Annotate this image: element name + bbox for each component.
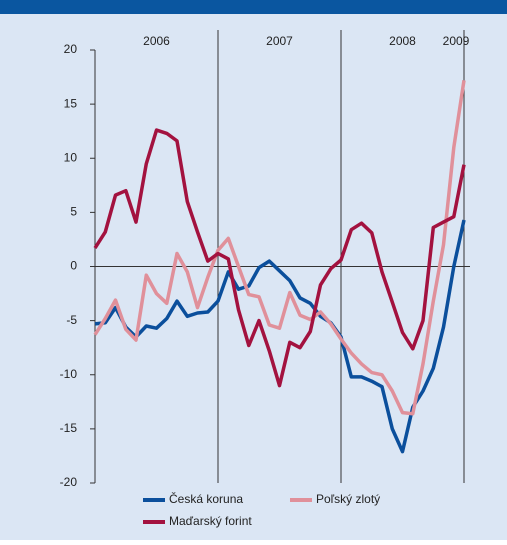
year-label: 2007 bbox=[266, 34, 293, 48]
year-label: 2006 bbox=[143, 34, 170, 48]
series-line bbox=[94, 219, 466, 454]
legend-label: Maďarský forint bbox=[169, 514, 252, 528]
series-line bbox=[93, 80, 466, 416]
y-tick-label: 5 bbox=[70, 205, 77, 219]
series-line bbox=[93, 128, 466, 388]
legend-label: Česká koruna bbox=[169, 491, 243, 506]
y-tick-label: -10 bbox=[60, 367, 78, 381]
header-band bbox=[0, 0, 507, 14]
year-label: 2008 bbox=[389, 34, 416, 48]
legend-label: Poľský zlotý bbox=[316, 492, 380, 506]
y-tick-label: 15 bbox=[64, 96, 78, 110]
y-tick-label: 0 bbox=[70, 259, 77, 273]
y-tick-label: 20 bbox=[64, 42, 78, 56]
y-tick-label: 10 bbox=[64, 150, 78, 164]
y-tick-label: -20 bbox=[60, 475, 78, 489]
y-tick-label: -15 bbox=[60, 421, 78, 435]
y-tick-label: -5 bbox=[66, 313, 77, 327]
year-label: 2009 bbox=[443, 34, 470, 48]
